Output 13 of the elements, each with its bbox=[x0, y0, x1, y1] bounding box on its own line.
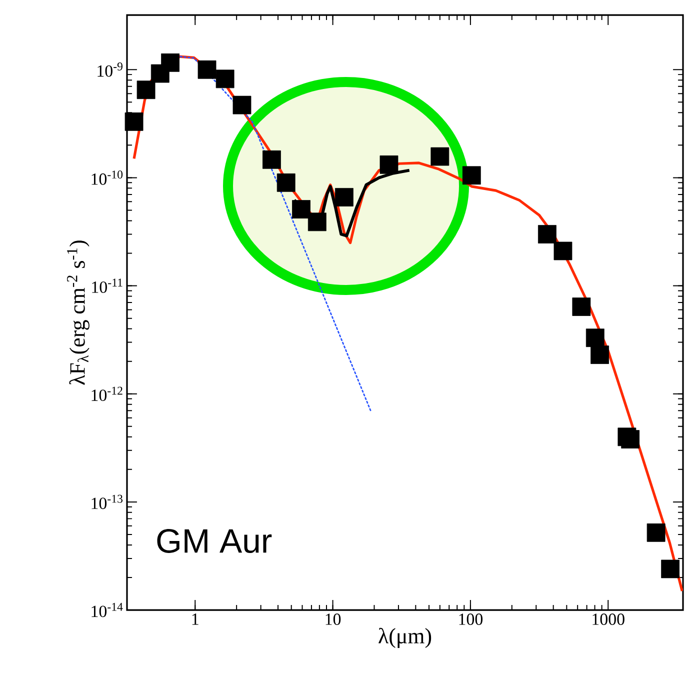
y-tick-label: 10$^{-14}$ bbox=[92, 602, 123, 618]
y-tick-label: 10$^{-12}$ bbox=[92, 386, 122, 401]
annotation: GM Aur bbox=[157, 528, 272, 553]
y-tick-label: 10$^{-10}$ bbox=[92, 170, 123, 185]
y-axis-title: λF$_{λ}$(erg cm$^{-2}$ s$^{-1}$) bbox=[67, 240, 90, 385]
x-tick-label: 1 bbox=[192, 614, 198, 625]
x-axis-title: λ(μm) bbox=[378, 628, 432, 648]
x-tick-label: 100 bbox=[459, 614, 483, 625]
x-tick-label: 1000 bbox=[592, 614, 624, 625]
x-tick-label: 10 bbox=[326, 614, 341, 625]
y-tick-label: 10$^{-11}$ bbox=[92, 278, 122, 293]
y-tick-label: 10$^{-9}$ bbox=[98, 62, 122, 77]
y-tick-label: 10$^{-13}$ bbox=[92, 494, 123, 510]
